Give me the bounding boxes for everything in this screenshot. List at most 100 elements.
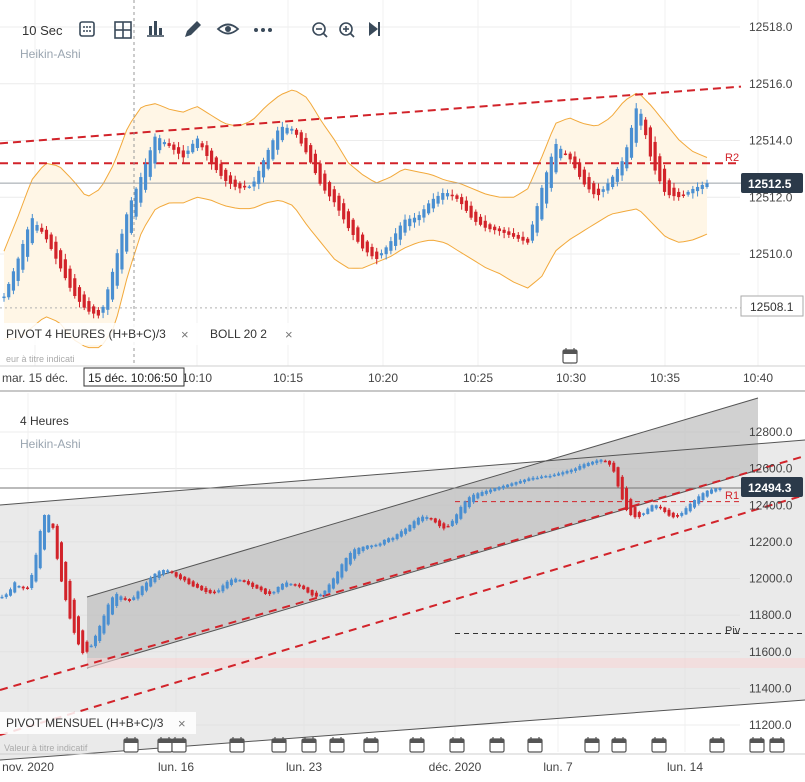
calendar-icon[interactable] [409,737,425,753]
bottom-candle [582,464,586,468]
bottom-indicator-pivot-close-icon[interactable]: × [178,716,186,731]
bottom-indicator-pivot-label[interactable]: PIVOT MENSUEL (H+B+C)/3 [6,716,164,730]
top-candle [691,188,695,194]
top-x-tick-label: 10:35 [650,371,680,385]
top-candle [49,234,53,249]
top-indicator-boll-label[interactable]: BOLL 20 2 [210,327,267,341]
calendar-icon[interactable] [301,737,317,753]
calendar-icon[interactable] [171,737,187,753]
top-candle [436,195,440,204]
calendar-icon[interactable] [611,737,627,753]
bottom-candle [212,591,216,594]
bottom-candle [276,586,280,593]
top-candle [493,226,497,231]
top-candle [129,200,133,233]
bottom-candle [591,461,595,465]
grid-icon[interactable] [114,21,132,39]
top-candle [592,183,596,195]
calendar-icon[interactable] [157,737,173,753]
bottom-candle [132,597,136,601]
bottom-candle [395,534,399,540]
top-candle [238,183,242,189]
top-indicator-pivot-label[interactable]: PIVOT 4 HEURES (H+B+C)/3 [6,327,166,341]
bottom-candle [93,635,97,647]
top-candle [644,119,648,136]
bottom-candle [323,590,327,595]
top-candle [431,198,435,209]
top-candle [120,233,124,270]
bottom-candle [425,517,429,519]
top-candle [615,168,619,182]
calendar-icon[interactable] [527,737,543,753]
calendar-icon[interactable] [749,737,765,753]
top-candle [469,205,473,218]
top-candle [412,217,417,223]
top-candle [68,268,72,288]
top-candle [677,191,681,198]
zoom-out-icon[interactable] [312,22,328,38]
top-candle [389,241,393,251]
calendar-icon[interactable] [489,737,505,753]
bottom-interval-label[interactable]: 4 Heures [20,414,69,428]
top-candle [200,143,204,148]
calendar-icon[interactable] [651,737,667,753]
bottom-candle [293,584,297,586]
play-end-icon[interactable] [369,22,380,36]
bottom-candle [200,585,204,591]
calendar-icon[interactable] [449,737,465,753]
top-candle [544,172,549,204]
top-candle [474,211,478,222]
top-candle [460,197,464,205]
bottom-panel-axis: 12800.0 12600.0 12400.0 12200.0 12000.0 11800… [0,425,805,774]
bottom-panel-lines [0,455,805,736]
bottom-candle [684,508,688,515]
pencil-icon[interactable] [185,21,201,37]
top-candle [686,191,690,195]
bottom-candle [115,593,119,606]
top-price-tags: 12512.5 12508.1 R2 [725,152,804,317]
top-candle [639,113,643,126]
top-candle [497,228,502,232]
calendar-icon[interactable] [363,737,379,753]
top-candle [629,127,634,158]
zoom-in-icon[interactable] [339,22,355,38]
interval-label[interactable]: 10 Sec [22,23,63,38]
top-candle [252,181,256,187]
top-candle [125,214,129,252]
bottom-candle [518,480,522,484]
top-candle [299,132,303,144]
bottom-candle [480,492,484,496]
calendar-icon[interactable] [562,348,578,364]
bottom-candle [506,484,510,488]
more-icon[interactable] [254,28,272,32]
calendar-icon[interactable] [329,737,345,753]
calendar-icon-header [172,739,186,743]
top-candle [87,301,91,312]
top-candle [672,187,676,197]
calculator-icon[interactable] [79,21,95,37]
top-indicator-boll-close-icon[interactable]: × [285,327,293,342]
bottom-candle [319,594,323,597]
top-indicator-pivot-close-icon[interactable]: × [181,327,189,342]
calendar-icon[interactable] [769,737,785,753]
top-candle [342,203,346,220]
bottom-candle [552,474,556,477]
bottom-candle [327,584,331,593]
top-current-price-tag: 12512.5 [748,177,792,191]
top-candle [106,289,110,310]
bottom-candle [586,462,590,466]
top-candle [25,229,30,257]
calendar-icon-header [302,739,316,743]
calendar-icon[interactable] [709,737,725,753]
calendar-icon[interactable] [123,737,139,753]
bottom-candle [493,488,497,491]
calendar-icon[interactable] [271,737,287,753]
bottom-candle [544,475,548,478]
bar-chart-icon[interactable] [147,21,164,37]
calendar-icon[interactable] [229,737,245,753]
eye-icon[interactable] [216,23,240,35]
top-candle [606,183,610,191]
top-candle [162,142,167,145]
calendar-icon[interactable] [584,737,600,753]
bottom-candle [144,582,148,591]
